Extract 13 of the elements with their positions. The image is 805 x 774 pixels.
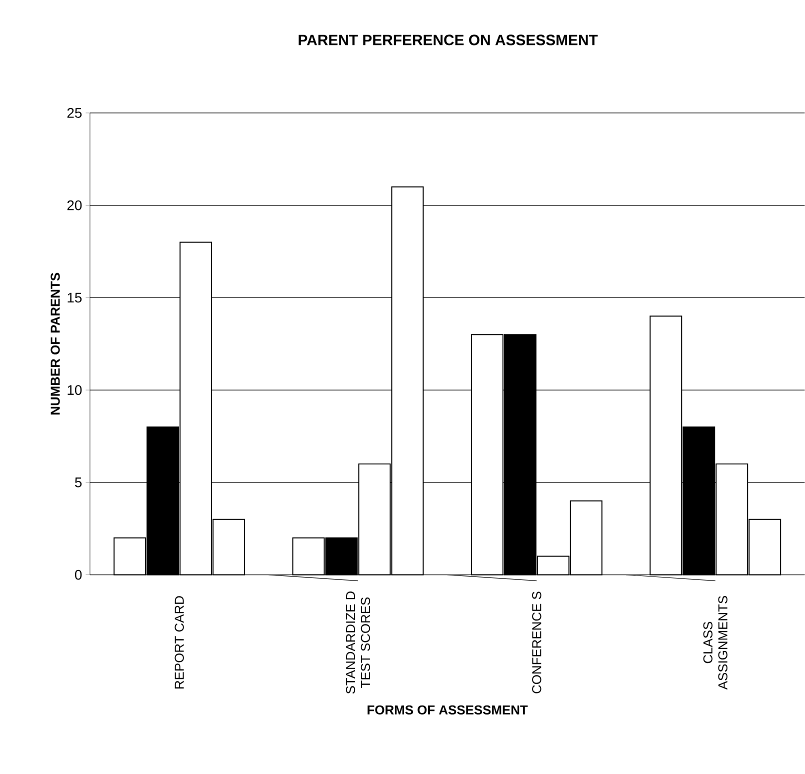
x-axis-title: FORMS OF ASSESSMENT — [368, 705, 528, 715]
y-tick-label: 25 — [67, 108, 82, 118]
y-tick-label: 10 — [68, 385, 82, 396]
x-tick-label: CLASS ASSIGNMENTS — [703, 596, 728, 690]
y-tick-label: 5 — [75, 478, 82, 488]
y-tick-label: 15 — [68, 292, 82, 303]
y-tick-label: 0 — [74, 570, 82, 580]
x-tick-label: REPORT CARD — [174, 596, 184, 689]
y-axis-title: NUMBER OF PARENTS — [50, 273, 60, 415]
y-tick-label: 20 — [67, 200, 82, 210]
x-tick-label: STANDARDIZE D TEST SCORES — [346, 592, 370, 694]
chart-title: PARENT PERFERENCE ON ASSESSMENT — [298, 34, 598, 46]
x-tick-label: CONFERENCE S — [532, 592, 542, 694]
